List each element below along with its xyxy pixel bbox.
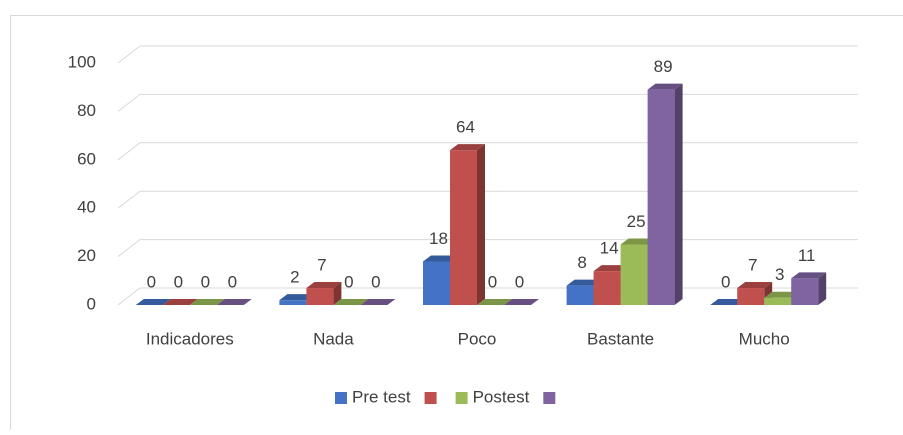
data-label: 25 (627, 212, 646, 231)
bar-front (423, 261, 450, 305)
data-label: 14 (600, 239, 619, 258)
x-tick-label: Bastante (587, 329, 654, 348)
data-label: 89 (654, 57, 673, 76)
legend-label: Pre test (352, 387, 411, 406)
bar-front (279, 300, 306, 305)
y-tick-label: 60 (77, 149, 96, 168)
data-label: 8 (577, 253, 586, 272)
bar-front (621, 245, 648, 306)
bar-side (477, 144, 485, 305)
bar (648, 84, 683, 305)
data-label: 7 (317, 256, 326, 275)
data-label: 0 (371, 272, 380, 291)
y-tick-label: 40 (77, 198, 96, 217)
data-label: 2 (290, 268, 299, 287)
data-label: 0 (147, 272, 156, 291)
y-tick-label: 80 (77, 101, 96, 120)
data-label: 0 (201, 272, 210, 291)
data-label: 11 (798, 246, 816, 265)
data-label: 7 (748, 256, 757, 275)
data-label: 3 (775, 265, 784, 284)
x-tick-label: Mucho (739, 329, 790, 348)
data-label: 18 (429, 229, 448, 248)
data-label: 64 (456, 118, 475, 137)
data-label: 0 (344, 272, 353, 291)
data-label: 0 (488, 272, 497, 291)
bar-side (675, 84, 683, 305)
bar-front (594, 271, 621, 305)
bar-front (737, 288, 764, 305)
bar-front (567, 286, 594, 305)
data-label: 0 (174, 272, 183, 291)
bar (306, 282, 341, 305)
bar-front (306, 288, 333, 305)
y-tick-label: 0 (87, 294, 96, 313)
x-tick-label: Indicadores (146, 329, 234, 348)
x-tick-label: Poco (458, 329, 497, 348)
y-tick-label: 100 (68, 52, 96, 71)
data-label: 0 (721, 272, 730, 291)
data-label: 0 (228, 272, 237, 291)
data-label: 0 (515, 272, 524, 291)
bar (791, 272, 826, 305)
legend-swatch (543, 392, 555, 404)
bar-front (648, 90, 675, 305)
y-tick-label: 20 (77, 246, 96, 265)
x-tick-label: Nada (313, 329, 354, 348)
bar-front (450, 150, 477, 305)
bar-front (764, 298, 791, 305)
legend-swatch (456, 392, 468, 404)
legend-swatch (335, 392, 347, 404)
legend-swatch (425, 392, 437, 404)
bar-front (791, 278, 818, 305)
legend-label: Postest (473, 387, 530, 406)
bar (450, 144, 485, 305)
